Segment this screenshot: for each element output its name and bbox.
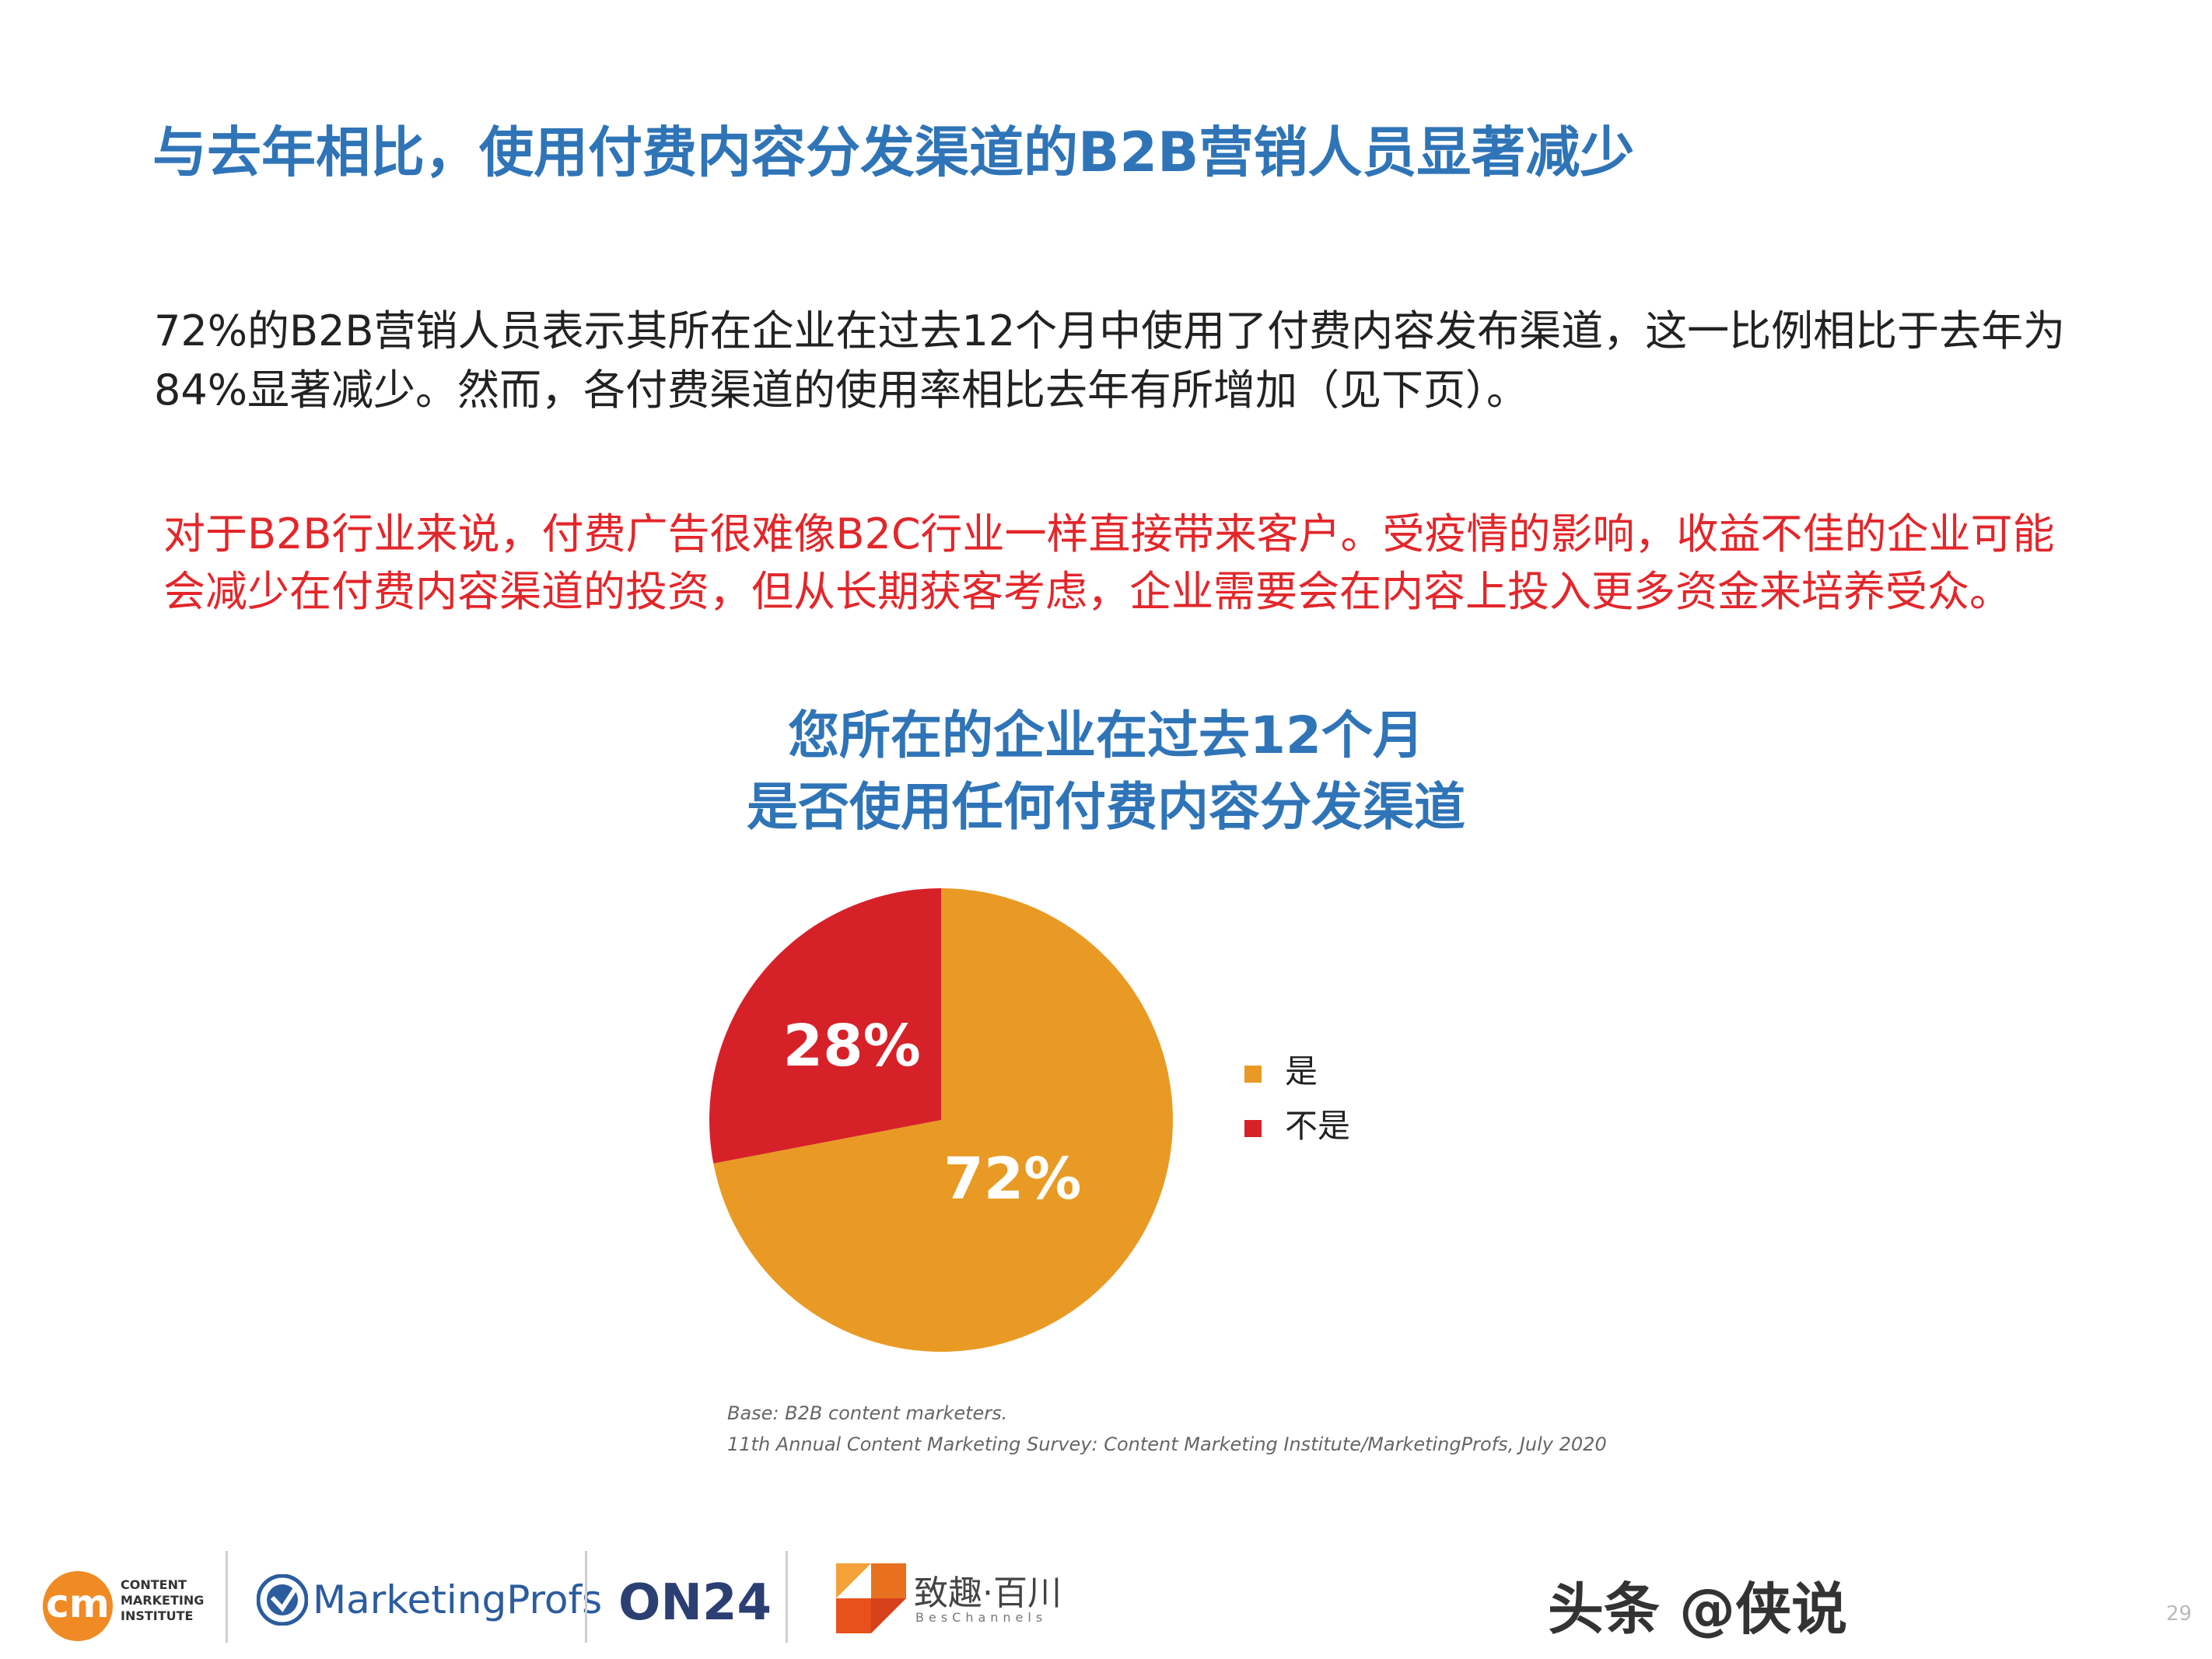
beschannels-icon: [836, 1563, 906, 1633]
page-number: 29: [2166, 1602, 2193, 1626]
page-title: 与去年相比，使用付费内容分发渠道的B2B营销人员显著减少: [152, 121, 1635, 184]
cmi-text-line-1: CONTENT: [121, 1577, 187, 1592]
watermark-text: 头条 @侠说: [1548, 1577, 1848, 1642]
pie-slice-2: [709, 888, 941, 1164]
marketingprofs-icon: [257, 1574, 308, 1626]
source-line-2: 11th Annual Content Marketing Survey: Co…: [727, 1433, 1607, 1455]
source-note: Base: B2B content marketers. 11th Annual…: [727, 1398, 1607, 1460]
legend-swatch: [1244, 1119, 1262, 1137]
beschannels-name: 致趣·百川: [914, 1573, 1062, 1613]
footer-divider: [226, 1551, 228, 1643]
cmi-text-line-3: INSTITUTE: [121, 1608, 194, 1623]
intro-paragraph: 72%的B2B营销人员表示其所在企业在过去12个月中使用了付费内容发布渠道，这一…: [154, 306, 2066, 415]
chart-title: 您所在的企业在过去12个月 是否使用任何付费内容分发渠道: [0, 700, 2212, 843]
legend-swatch: [1244, 1065, 1262, 1083]
marketingprofs-name: MarketingProfs: [313, 1577, 603, 1622]
legend-label: 不是: [1285, 1107, 1351, 1145]
pie-chart: 72% 28%: [709, 888, 1173, 1352]
legend-item-1: 是: [1244, 1050, 1318, 1094]
beschannels-subtitle: BesChannels: [915, 1610, 1048, 1625]
legend-label: 是: [1285, 1052, 1318, 1090]
chart-title-line-1: 您所在的企业在过去12个月: [788, 705, 1424, 765]
pie-data-label-2: 28%: [783, 1013, 921, 1080]
footer-divider: [585, 1551, 587, 1643]
on24-logo: ON24: [618, 1574, 772, 1632]
cmi-text-line-2: MARKETING: [121, 1593, 205, 1608]
footer-divider: [786, 1551, 788, 1643]
cmi-logo: cm CONTENT MARKETING INSTITUTE: [43, 1571, 245, 1641]
cmi-logo-circle: [43, 1571, 113, 1641]
chart-title-line-2: 是否使用任何付费内容分发渠道: [747, 777, 1465, 837]
pie-slice-1: [713, 888, 1173, 1352]
highlight-paragraph: 对于B2B行业来说，付费广告很难像B2C行业一样直接带来客户。受疫情的影响，收益…: [163, 509, 2055, 616]
pie-data-label-1: 72%: [943, 1146, 1081, 1213]
cmi-logo-mark: cm: [46, 1581, 110, 1626]
source-line-1: Base: B2B content marketers.: [727, 1402, 1008, 1424]
legend-item-2: 不是: [1244, 1104, 1350, 1148]
